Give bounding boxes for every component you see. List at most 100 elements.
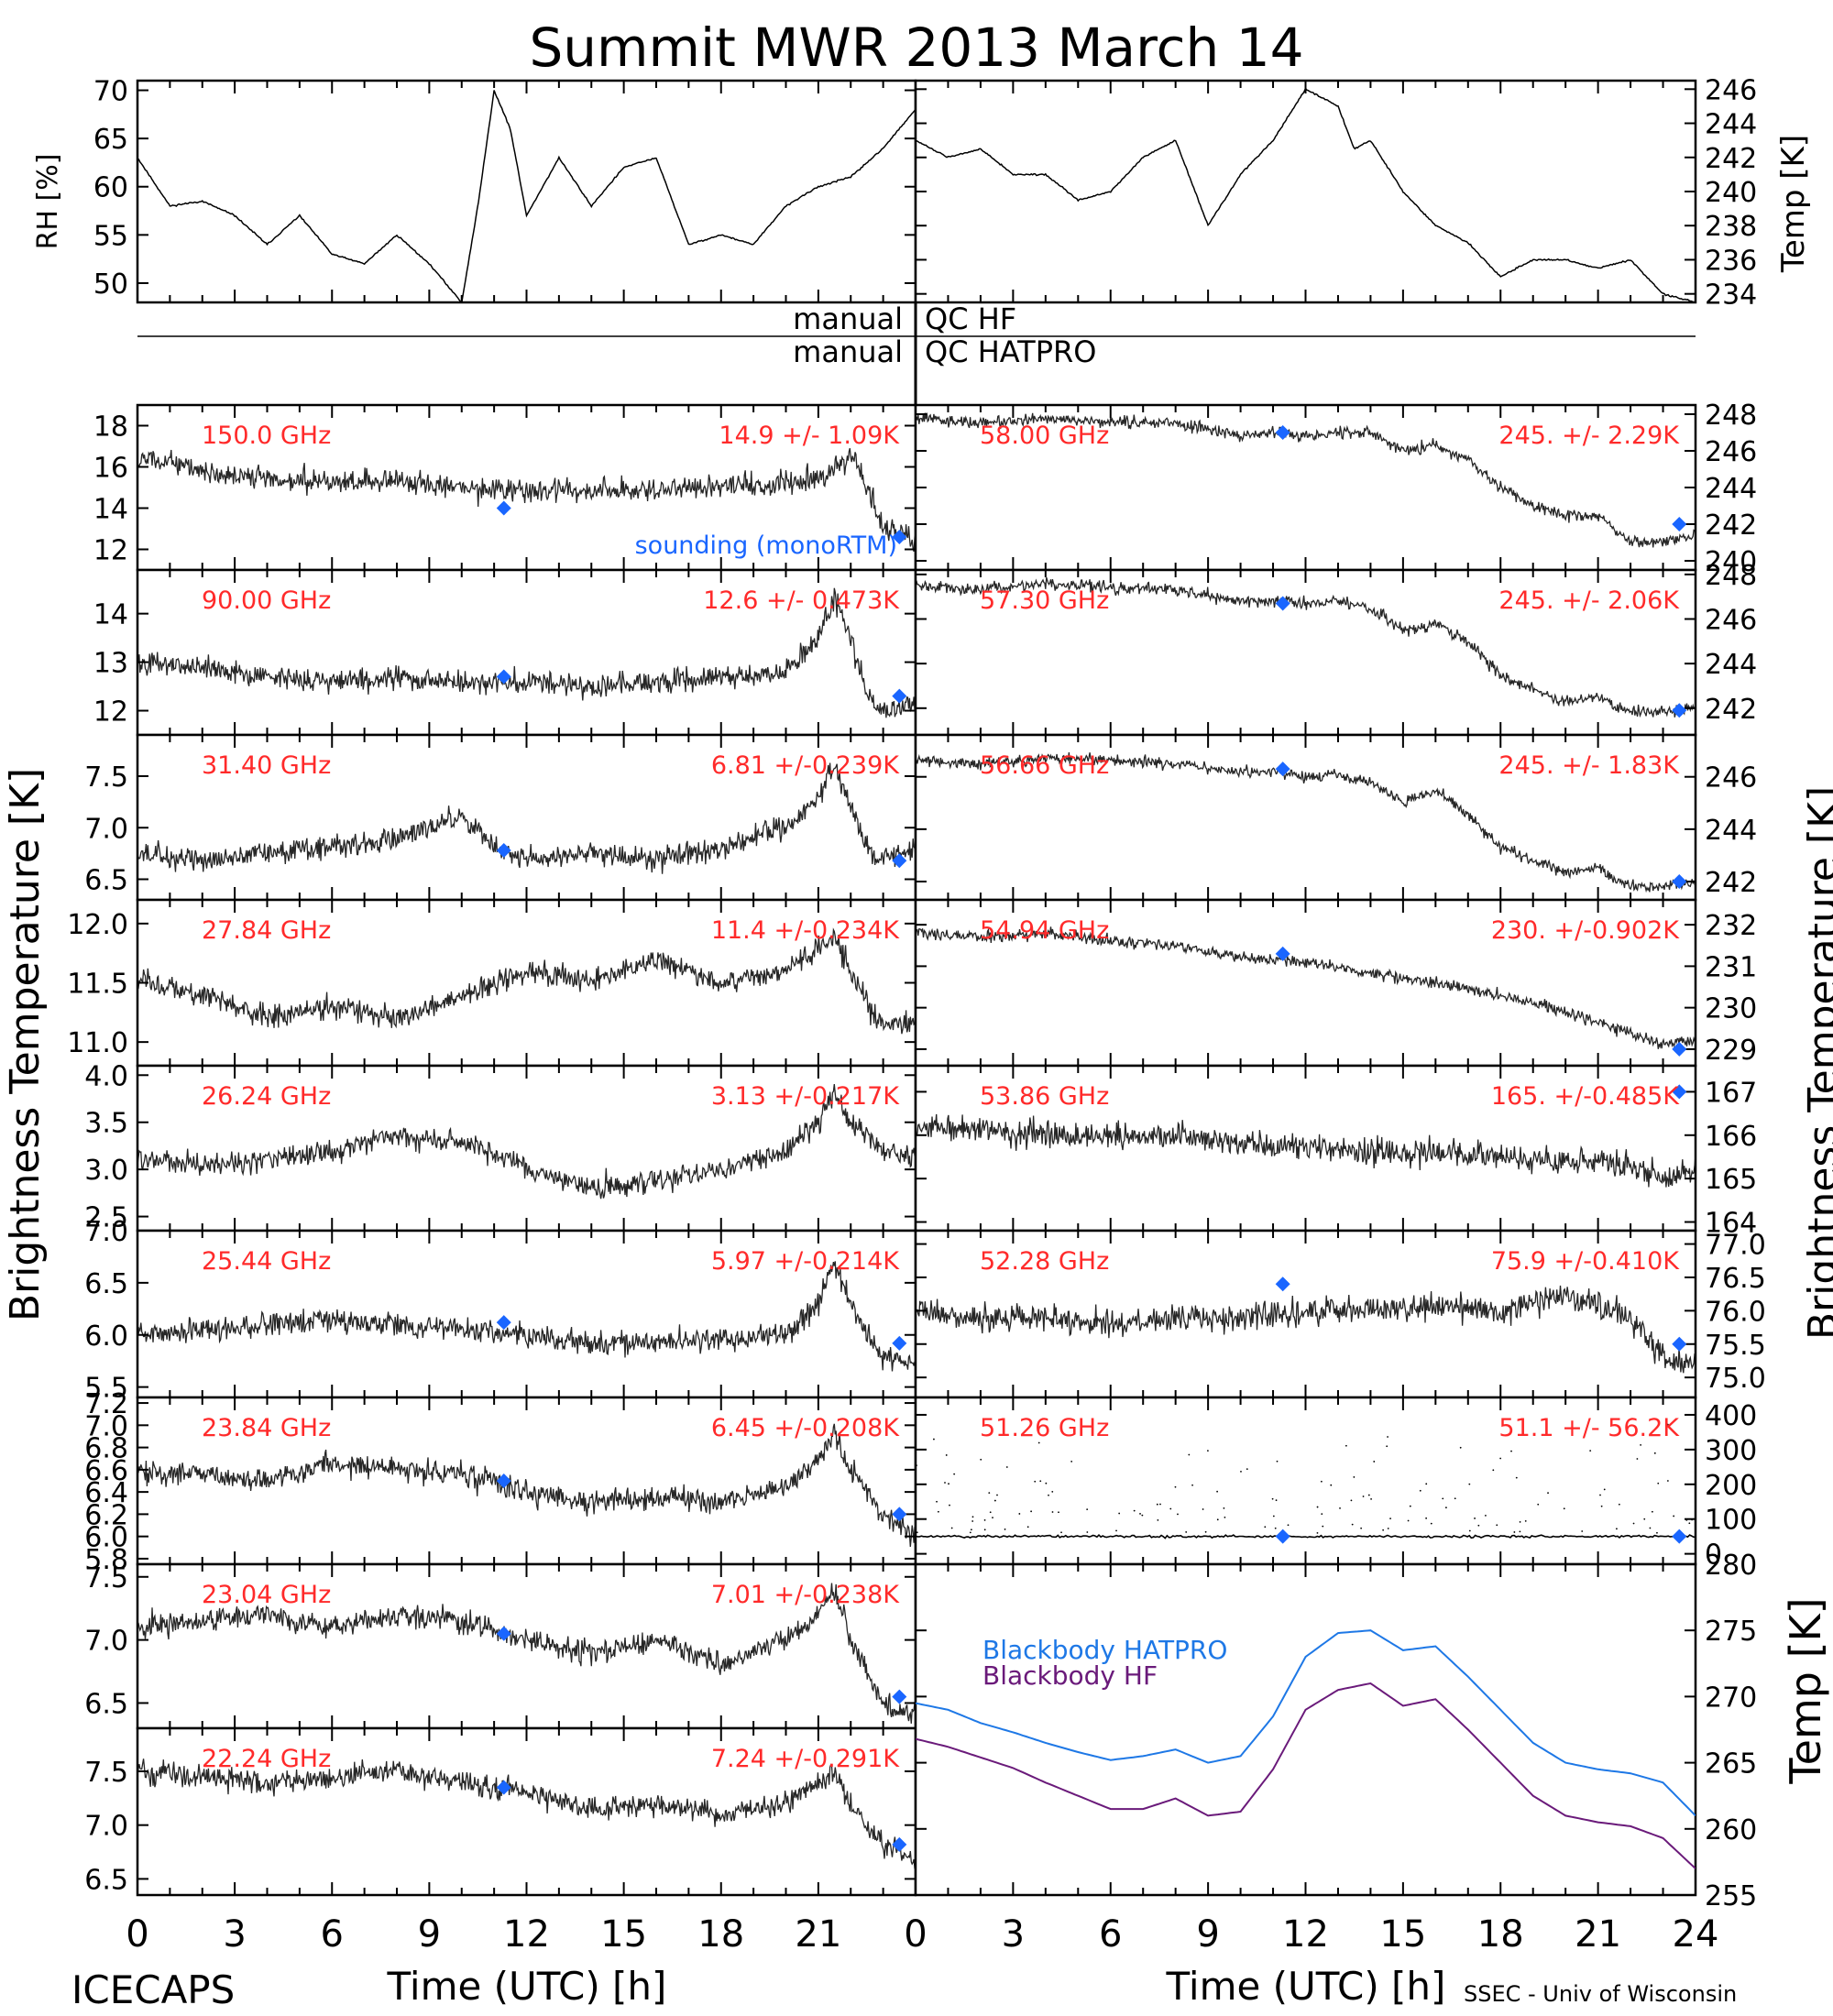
y-tick-label: 248 xyxy=(1705,560,1757,592)
y-tick-label: 280 xyxy=(1705,1550,1757,1582)
y-tick-label: 255 xyxy=(1705,1880,1757,1912)
series-point xyxy=(1177,1513,1179,1516)
series-point xyxy=(992,1517,993,1519)
series-point xyxy=(949,1504,950,1507)
series-point xyxy=(950,1527,953,1529)
series-line xyxy=(137,1261,916,1372)
y-tick-label: 11.5 xyxy=(67,969,128,1001)
series-point xyxy=(1246,1468,1248,1471)
series-point xyxy=(1454,1497,1456,1500)
series-point xyxy=(1316,1531,1319,1534)
panel-right-5: 75.075.576.076.577.0 52.28 GHz 75.9 +/-0.4… xyxy=(914,1230,1766,1399)
panel-data xyxy=(916,1285,1696,1374)
channel-label: 23.84 GHz xyxy=(202,1414,331,1442)
series-point xyxy=(1223,1507,1225,1509)
sounding-marker xyxy=(496,1780,511,1795)
y-tick-label: 7.0 xyxy=(84,813,128,845)
panel-frame xyxy=(136,898,917,1068)
series-point xyxy=(1276,1460,1279,1463)
y-tick-label: 244 xyxy=(1705,109,1757,141)
series-point xyxy=(1004,1528,1006,1530)
series-point xyxy=(1320,1480,1323,1483)
series-point xyxy=(1519,1521,1521,1523)
series-point xyxy=(1666,1480,1669,1482)
y-tick-label: 75.0 xyxy=(1705,1363,1766,1395)
y-tick-label: 77.0 xyxy=(1705,1230,1766,1262)
y-tick-label: 4.0 xyxy=(84,1060,128,1092)
y-tick-label: 6.5 xyxy=(84,865,128,897)
series-point xyxy=(1174,1485,1177,1488)
y-tick-label: 55 xyxy=(93,220,128,252)
series-point xyxy=(1030,1510,1033,1513)
y-tick-label: 7.0 xyxy=(84,1626,128,1658)
channel-label: 90.00 GHz xyxy=(202,586,331,615)
series-point xyxy=(1353,1476,1356,1478)
y-tick-label: 12 xyxy=(93,535,128,567)
y-tick-label: 70 xyxy=(93,76,128,108)
panel-frame xyxy=(136,1229,917,1399)
series-point xyxy=(1188,1453,1191,1456)
panel-data xyxy=(137,1423,916,1547)
series-point xyxy=(970,1528,972,1531)
sounding-marker xyxy=(496,669,511,685)
y-tick-label: 166 xyxy=(1705,1121,1757,1153)
channel-label: 22.24 GHz xyxy=(202,1745,331,1773)
series-point xyxy=(1362,1496,1365,1497)
y-tick-label: 6.2 xyxy=(84,1499,128,1531)
y-tick-label: 244 xyxy=(1705,649,1757,681)
panel-data xyxy=(137,762,916,874)
qc-hatpro-left-label: manual xyxy=(793,334,903,369)
series-point xyxy=(916,1464,917,1466)
y-tick-label: 275 xyxy=(1705,1616,1757,1648)
series-point xyxy=(1156,1503,1158,1506)
y-tick-label: 14 xyxy=(93,494,128,526)
series-point xyxy=(1640,1443,1642,1446)
series-point xyxy=(1510,1450,1512,1452)
panel-frame xyxy=(914,79,1697,304)
series-point xyxy=(1519,1530,1521,1533)
series-point xyxy=(1264,1526,1267,1528)
channel-stats: 7.01 +/-0.238K xyxy=(711,1581,900,1609)
panel-data xyxy=(916,86,1696,302)
panel-frame xyxy=(914,1562,1697,1897)
series-point xyxy=(1287,1524,1290,1527)
y-tick-label: 76.0 xyxy=(1705,1296,1766,1328)
x-tick-label: 3 xyxy=(223,1913,246,1956)
sounding-marker xyxy=(1275,1276,1290,1292)
series-line xyxy=(137,1759,916,1869)
panel-frame xyxy=(914,898,1697,1068)
series-point xyxy=(1666,1423,1669,1426)
series-point xyxy=(1600,1505,1603,1507)
y-tick-label: 246 xyxy=(1705,605,1757,637)
sounding-marker xyxy=(1672,1528,1687,1544)
series-line xyxy=(137,90,916,302)
y-tick-label: 242 xyxy=(1705,694,1757,726)
series-point xyxy=(936,1500,938,1503)
panel-data xyxy=(916,1629,1696,1869)
series-point xyxy=(1673,1515,1675,1517)
series-point xyxy=(1636,1458,1639,1460)
x-axis-label-right: Time (UTC) [h] xyxy=(1166,1964,1446,2009)
blackbody-hf-line xyxy=(916,1682,1696,1869)
channel-stats: 165. +/-0.485K xyxy=(1491,1082,1680,1111)
figure-title: Summit MWR 2013 March 14 xyxy=(529,16,1303,79)
y-tick-label: 165 xyxy=(1705,1164,1757,1196)
series-line xyxy=(916,86,1696,302)
series-point xyxy=(1430,1522,1432,1525)
panel-left-1: 12 13 14 90.00 GHz 12.6 +/- 0.473K xyxy=(93,568,917,737)
sounding-marker xyxy=(1275,946,1290,961)
panel-data xyxy=(137,90,916,302)
panel-right-2: 242 244 246 56.66 GHz 245. +/- 1.83K xyxy=(914,733,1757,902)
panel-left-0: 12 14 16 18 150.0 GHz 14.9 +/- 1.09K sounding … xyxy=(93,403,917,572)
series-point xyxy=(1581,1530,1584,1532)
y-tick-label: 7.2 xyxy=(84,1388,128,1420)
series-line xyxy=(916,1533,1696,1539)
y-tick-label: 244 xyxy=(1705,815,1757,847)
series-point xyxy=(1459,1446,1462,1449)
y-tick-label: 240 xyxy=(1705,546,1757,578)
sounding-marker xyxy=(1275,596,1290,611)
qc-hatpro-right-label: QC HATPRO xyxy=(925,334,1096,369)
panel-data xyxy=(916,1423,1696,1539)
y-tick-label: 0 xyxy=(1705,1539,1722,1572)
